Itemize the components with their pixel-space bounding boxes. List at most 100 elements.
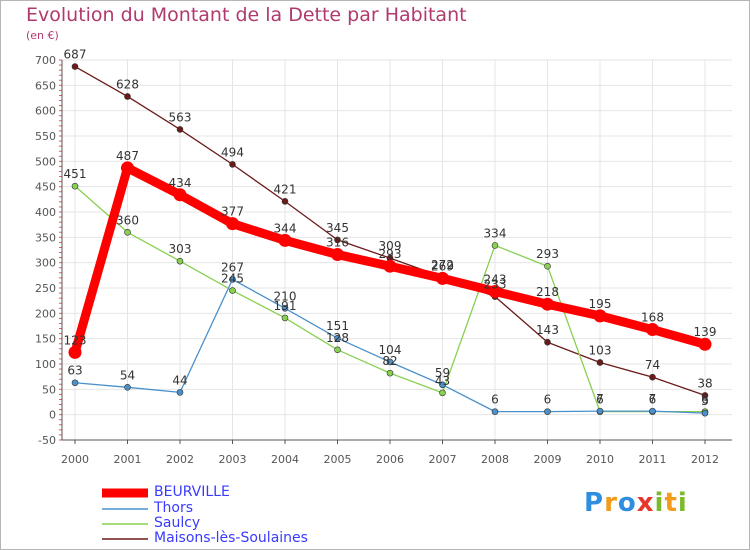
data-label: 151 xyxy=(326,319,349,333)
data-label: 267 xyxy=(221,260,244,274)
data-label: 54 xyxy=(120,368,135,382)
data-label: 6 xyxy=(649,393,657,407)
data-point xyxy=(544,262,551,270)
data-label: 74 xyxy=(645,358,660,372)
data-label: 434 xyxy=(169,176,192,190)
y-tick-label: 600 xyxy=(35,105,56,118)
grid xyxy=(62,59,732,441)
data-point xyxy=(383,259,397,273)
data-point xyxy=(281,314,289,322)
legend-label: Saulcy xyxy=(154,515,201,531)
data-label: 43 xyxy=(435,374,450,388)
data-label: 218 xyxy=(536,285,559,299)
legend-label: Maisons-lès-Soulaines xyxy=(154,530,308,546)
x-tick-label: 2007 xyxy=(429,453,457,466)
data-point xyxy=(176,257,184,265)
data-label: 123 xyxy=(64,333,87,347)
data-point xyxy=(698,337,712,351)
data-point xyxy=(488,285,502,299)
legend-label: BEURVILLE xyxy=(154,484,230,500)
data-point xyxy=(436,271,449,285)
data-label: 6 xyxy=(701,393,709,407)
y-tick-label: 350 xyxy=(35,231,56,244)
y-tick-label: 650 xyxy=(35,79,56,92)
x-tick-label: 2005 xyxy=(324,453,352,466)
data-label: 44 xyxy=(172,373,187,387)
data-label: 345 xyxy=(326,221,349,235)
data-point xyxy=(649,373,656,381)
x-tick-label: 2003 xyxy=(219,453,247,466)
data-label: 360 xyxy=(116,213,139,227)
y-tick-label: 700 xyxy=(35,54,56,67)
data-point xyxy=(701,409,709,417)
data-point xyxy=(593,309,607,323)
data-point xyxy=(229,287,236,294)
data-point xyxy=(331,248,344,262)
data-point xyxy=(229,276,236,283)
y-tick-label: 400 xyxy=(35,206,56,219)
y-tick-label: 100 xyxy=(35,358,56,371)
data-point xyxy=(281,198,289,205)
y-tick-label: 200 xyxy=(35,307,56,320)
data-point xyxy=(491,242,499,249)
y-tick-label: 500 xyxy=(35,155,56,168)
data-point xyxy=(176,126,184,133)
data-point xyxy=(226,217,239,231)
y-tick-label: 550 xyxy=(35,130,56,143)
y-tick-label: 0 xyxy=(49,409,56,422)
data-label: 421 xyxy=(274,182,297,196)
data-label: 104 xyxy=(379,343,402,357)
data-labels: 1234874343773443162932692432181951681396… xyxy=(64,48,717,409)
data-label: 451 xyxy=(64,167,87,181)
data-label: 6 xyxy=(544,393,552,407)
data-point xyxy=(124,228,131,236)
data-point xyxy=(596,407,604,415)
legend-label: Thors xyxy=(154,500,194,516)
data-point xyxy=(124,93,131,100)
x-tick-label: 2004 xyxy=(271,453,299,466)
data-point xyxy=(544,338,551,346)
x-tick-label: 2009 xyxy=(534,453,562,466)
logo-letter: r xyxy=(604,488,618,518)
data-label: 82 xyxy=(382,354,397,368)
data-point xyxy=(544,408,551,415)
x-tick-label: 2010 xyxy=(586,453,614,466)
y-unit-label: (en €) xyxy=(26,29,59,42)
data-point xyxy=(176,389,184,396)
y-tick-label: 250 xyxy=(35,282,56,295)
data-label: 7 xyxy=(649,392,657,406)
logo-letter: o xyxy=(617,488,637,518)
data-point xyxy=(491,408,499,415)
data-label: 344 xyxy=(274,221,297,235)
data-label: 63 xyxy=(67,364,82,378)
data-label: 494 xyxy=(221,145,244,159)
logo-letter: P xyxy=(584,488,605,518)
data-label: 168 xyxy=(641,311,664,325)
data-label: 487 xyxy=(116,149,139,163)
data-point xyxy=(439,381,446,389)
axes: -50 0 50 100 150 200 250 300 350 400 450 500 550 600 6… xyxy=(35,54,732,466)
logo-letter: x xyxy=(636,488,655,518)
data-point xyxy=(541,297,554,311)
y-tick-label: 300 xyxy=(35,257,56,270)
data-label: 210 xyxy=(274,289,297,303)
data-label: 309 xyxy=(379,239,402,253)
data-label: 628 xyxy=(116,77,139,91)
data-label: 269 xyxy=(431,259,454,273)
legend xyxy=(102,488,148,540)
data-point xyxy=(334,346,341,354)
data-label: 687 xyxy=(64,48,87,62)
y-tick-label: 450 xyxy=(35,181,56,194)
data-point xyxy=(596,359,604,366)
data-label: 195 xyxy=(589,297,612,311)
x-tick-label: 2006 xyxy=(376,453,404,466)
data-label: 272 xyxy=(431,258,454,272)
data-point xyxy=(68,345,82,359)
data-label: 103 xyxy=(589,343,612,357)
data-label: 293 xyxy=(536,247,559,261)
data-point xyxy=(649,407,656,415)
data-point xyxy=(124,384,131,391)
data-label: 6 xyxy=(596,393,604,407)
